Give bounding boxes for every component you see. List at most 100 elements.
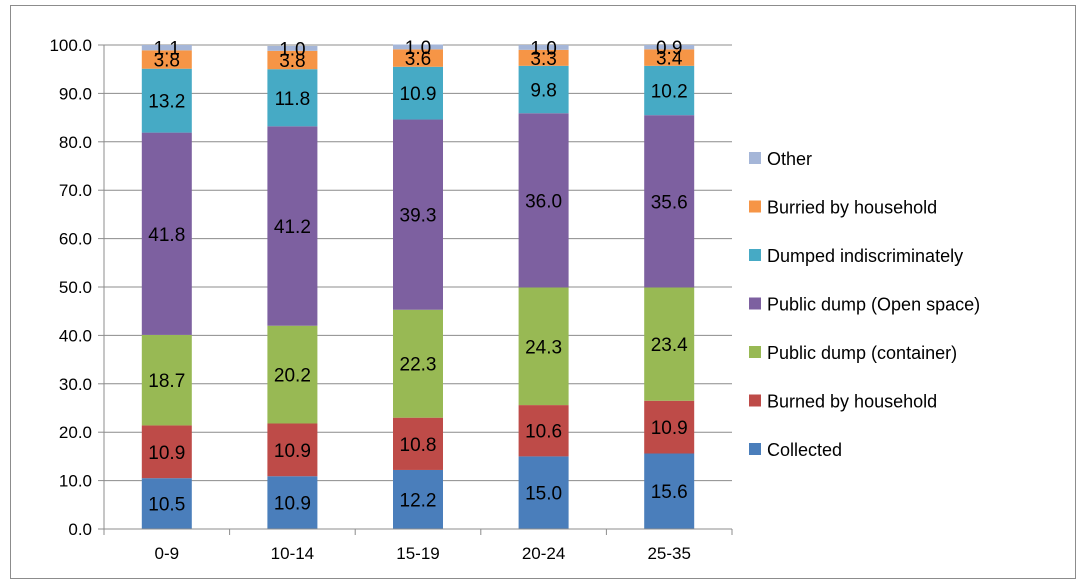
data-label: 3.3 bbox=[530, 49, 556, 70]
data-label: 13.2 bbox=[148, 92, 185, 113]
data-label: 1.1 bbox=[154, 39, 180, 60]
bar-segment bbox=[393, 119, 443, 310]
bar-segment bbox=[141, 334, 192, 426]
legend-label: Burried by household bbox=[767, 198, 937, 218]
bar-segment bbox=[267, 50, 318, 70]
data-label: 3.6 bbox=[405, 49, 431, 70]
y-tick-label: 50.0 bbox=[59, 278, 92, 297]
data-label: 10.9 bbox=[274, 441, 311, 462]
data-label: 3.4 bbox=[656, 49, 683, 70]
legend-label: Collected bbox=[767, 440, 842, 460]
legend-label: Dumped indiscriminately bbox=[767, 246, 963, 266]
bar-segment bbox=[518, 456, 569, 529]
data-label: 15.0 bbox=[525, 484, 562, 505]
bar-segment bbox=[141, 425, 192, 479]
y-tick-label: 90.0 bbox=[59, 84, 92, 103]
data-label: 41.8 bbox=[148, 225, 185, 246]
bar-segment bbox=[393, 49, 443, 67]
bar-segment bbox=[518, 287, 569, 406]
legend-label: Public dump (Open space) bbox=[767, 295, 980, 315]
x-tick-label: 10-14 bbox=[271, 544, 314, 563]
legend-swatch bbox=[749, 200, 761, 213]
y-tick-label: 70.0 bbox=[59, 181, 92, 200]
bar-segment bbox=[141, 478, 192, 529]
data-label: 9.8 bbox=[530, 81, 556, 102]
data-label: 3.8 bbox=[154, 51, 180, 72]
data-label: 23.4 bbox=[651, 335, 688, 356]
bar-segment bbox=[267, 476, 318, 529]
legend-label: Burned by household bbox=[767, 392, 937, 412]
legend: Other Burried by household Dumped indiscri… bbox=[749, 149, 980, 460]
bar-segment bbox=[644, 115, 695, 288]
bar-segment bbox=[267, 126, 318, 326]
y-tick-label: 60.0 bbox=[59, 230, 92, 249]
bar-segment bbox=[393, 44, 443, 50]
data-label: 1.0 bbox=[279, 39, 305, 60]
data-label: 10.2 bbox=[651, 81, 688, 102]
bar-segment bbox=[518, 65, 569, 114]
bar-segment bbox=[141, 45, 192, 51]
data-label: 3.8 bbox=[279, 51, 305, 72]
data-label: 24.3 bbox=[525, 337, 562, 358]
data-label: 10.9 bbox=[400, 84, 437, 105]
data-label: 10.8 bbox=[400, 435, 437, 456]
x-tick-label: 15-19 bbox=[396, 544, 439, 563]
bar-segment bbox=[393, 66, 443, 120]
bar-segment bbox=[393, 309, 443, 418]
bar-segment bbox=[644, 453, 695, 529]
data-label: 35.6 bbox=[651, 192, 688, 213]
bar-segment bbox=[518, 49, 569, 66]
data-label: 10.5 bbox=[148, 495, 185, 516]
bar-segment bbox=[644, 400, 695, 454]
bar-segment bbox=[141, 132, 192, 335]
data-label: 1.0 bbox=[530, 38, 556, 59]
data-label: 11.8 bbox=[275, 89, 311, 110]
data-label: 10.9 bbox=[651, 418, 688, 439]
bar-segment bbox=[141, 50, 192, 69]
y-tick-label: 10.0 bbox=[59, 472, 92, 491]
data-label: 10.9 bbox=[274, 494, 311, 515]
x-tick-label: 0-9 bbox=[155, 544, 180, 563]
data-label: 10.9 bbox=[148, 443, 185, 464]
legend-swatch bbox=[749, 394, 761, 407]
y-tick-label: 80.0 bbox=[59, 133, 92, 152]
legend-swatch bbox=[749, 152, 761, 164]
y-tick-label: 0.0 bbox=[68, 520, 92, 539]
bar-segment bbox=[518, 45, 569, 50]
y-tick-label: 20.0 bbox=[59, 423, 92, 442]
legend-swatch bbox=[749, 346, 761, 358]
y-tick-label: 40.0 bbox=[59, 326, 92, 345]
bar-segment bbox=[267, 45, 318, 51]
data-labels: 10.510.918.741.813.23.81.110.910.920.241… bbox=[148, 38, 688, 516]
legend-swatch bbox=[749, 297, 761, 310]
bars bbox=[141, 44, 695, 529]
bar-segment bbox=[393, 417, 443, 470]
legend-swatch bbox=[749, 249, 761, 261]
data-label: 10.6 bbox=[525, 422, 562, 443]
data-label: 36.0 bbox=[525, 191, 562, 212]
data-label: 39.3 bbox=[400, 206, 437, 227]
y-tick-label: 100.0 bbox=[49, 36, 92, 55]
axes bbox=[98, 44, 733, 535]
data-label: 18.7 bbox=[148, 371, 185, 392]
bar-segment bbox=[267, 423, 318, 477]
bar-segment bbox=[644, 287, 695, 401]
bar-segment bbox=[393, 469, 443, 529]
bar-segment bbox=[644, 65, 695, 116]
data-label: 12.2 bbox=[400, 490, 437, 511]
bar-segment bbox=[644, 45, 695, 50]
bar-segment bbox=[141, 68, 192, 133]
x-tick-label: 25-35 bbox=[647, 544, 690, 563]
tick-labels: 0.0 10.0 20.0 30.0 40.0 50.0 60.0 70.0 80.0 90.0 1… bbox=[49, 36, 690, 563]
legend-label: Public dump (container) bbox=[767, 343, 957, 363]
chart-frame: 0.0 10.0 20.0 30.0 40.0 50.0 60.0 70.0 80.0 90.0 1… bbox=[10, 5, 1076, 579]
x-tick-label: 20-24 bbox=[522, 544, 565, 563]
data-label: 41.2 bbox=[274, 217, 311, 238]
data-label: 1.0 bbox=[405, 38, 431, 59]
data-label: 22.3 bbox=[400, 355, 437, 376]
y-tick-label: 30.0 bbox=[59, 375, 92, 394]
bar-segment bbox=[267, 69, 318, 127]
data-label: 20.2 bbox=[274, 366, 311, 387]
bar-segment bbox=[644, 49, 695, 66]
bar-segment bbox=[518, 113, 569, 288]
